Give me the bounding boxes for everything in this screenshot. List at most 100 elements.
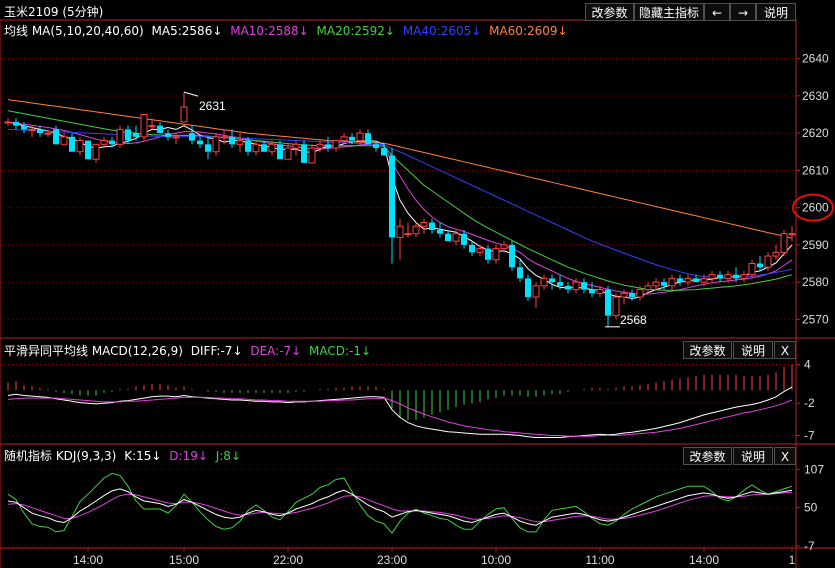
macd-line-DEA (7, 396, 793, 437)
candle-body-75 (605, 289, 611, 316)
chart-title: 玉米2109 (5分钟) (4, 5, 104, 19)
candle-body-3 (28, 128, 36, 131)
kdj-params-button[interactable]: 改参数 (683, 447, 732, 465)
candle-body-22 (180, 106, 188, 123)
candle-body-5 (44, 132, 52, 135)
x-tick-label-2: 22:00 (273, 553, 303, 567)
candle-body-61 (492, 248, 500, 261)
annotation-low: 2568 (620, 313, 647, 327)
j-value: J:8↓ (215, 449, 241, 463)
scroll-left-button[interactable]: ← (704, 3, 730, 21)
x-tick-label-0: 14:00 (73, 553, 103, 567)
y-tick-label-2600: 2600 (802, 201, 829, 215)
candle-body-21 (172, 136, 180, 139)
candle-body-30 (245, 140, 251, 152)
k-value: K:15↓ (124, 449, 162, 463)
kdj-tick-label--7: -7 (804, 539, 815, 553)
candle-body-71 (572, 281, 580, 291)
candle-body-55 (445, 233, 451, 242)
candle-body-78 (629, 293, 635, 298)
change-params-button[interactable]: 改参数 (585, 3, 634, 21)
y-tick-label-2610: 2610 (802, 163, 829, 177)
macd-tick-label-4: 4 (804, 357, 811, 371)
candle-body-98 (788, 233, 796, 236)
kdj-line-K (7, 488, 793, 526)
x-tick-label-5: 11:00 (585, 553, 614, 567)
candle-body-11 (92, 143, 100, 160)
ma5-value: MA5:2586↓ (151, 24, 223, 38)
candle-body-23 (189, 133, 195, 141)
candle-body-84 (677, 278, 683, 283)
candle-body-63 (509, 244, 515, 268)
candle-body-94 (757, 263, 763, 268)
help-button[interactable]: 说明 (756, 3, 796, 21)
candle-body-27 (220, 136, 228, 139)
macd-line-DIFF (7, 386, 793, 438)
x-tick-label-3: 23:00 (377, 553, 407, 567)
candle-body-16 (133, 133, 139, 137)
kdj-close-button[interactable]: X (774, 447, 796, 465)
candle-body-25 (205, 144, 211, 152)
candle-body-19 (157, 125, 163, 134)
candle-body-33 (268, 143, 276, 153)
candle-body-44 (356, 132, 364, 142)
annotation-high: 2631 (199, 99, 226, 113)
candle-body-43 (349, 136, 355, 141)
candle-body-69 (557, 282, 563, 286)
ma20-value: MA20:2592↓ (316, 24, 395, 38)
candle-body-65 (525, 278, 531, 298)
candle-body-32 (261, 144, 267, 152)
y-tick-label-2570: 2570 (802, 312, 829, 326)
candle-body-85 (684, 277, 692, 283)
candle-body-88 (708, 274, 716, 279)
candle-body-26 (212, 136, 220, 153)
candle-body-57 (461, 233, 467, 245)
annotation-high-line (183, 91, 199, 97)
highlight-circle (792, 193, 834, 222)
kdj-help-button[interactable]: 说明 (733, 447, 773, 465)
macd-legend: 平滑异同平均线 MACD(12,26,9) DIFF:-7↓ DEA:-7↓ M… (4, 342, 375, 359)
y-tick-label-2580: 2580 (802, 275, 829, 289)
macd-close-button[interactable]: X (774, 341, 796, 359)
scroll-right-button[interactable]: → (730, 3, 756, 21)
candle-body-83 (668, 277, 676, 287)
candle-body-7 (60, 136, 68, 145)
candle-body-72 (581, 282, 587, 290)
candle-body-59 (476, 248, 484, 253)
candle-body-67 (540, 277, 548, 287)
candle-body-20 (165, 133, 171, 137)
candle-body-86 (693, 278, 699, 283)
candle-body-48 (389, 155, 395, 238)
candle-body-46 (373, 144, 379, 149)
macd-help-button[interactable]: 说明 (733, 341, 773, 359)
kdj-legend-name: 随机指标 KDJ(9,3,3) (4, 449, 117, 463)
y-tick-label-2630: 2630 (802, 89, 829, 103)
candle-body-73 (589, 289, 595, 294)
candle-body-40 (325, 144, 331, 149)
candle-body-62 (500, 244, 508, 250)
candle-body-8 (69, 136, 75, 152)
candle-body-80 (644, 285, 652, 291)
ma40-value: MA40:2605↓ (402, 24, 482, 38)
candle-body-34 (277, 144, 283, 160)
x-tick-label-1: 15:00 (169, 553, 199, 567)
series-line-MA10 (7, 121, 793, 295)
candle-body-92 (740, 274, 748, 279)
macd-params-button[interactable]: 改参数 (683, 341, 732, 359)
macd-tick-label--7: -7 (804, 429, 815, 443)
candle-body-90 (724, 274, 732, 279)
candle-body-35 (284, 147, 292, 160)
diff-value: DIFF:-7↓ (190, 344, 243, 358)
kdj-line-J (7, 472, 793, 535)
candle-body-12 (100, 140, 108, 145)
kdj-legend: 随机指标 KDJ(9,3,3) K:15↓ D:19↓ J:8↓ (4, 447, 245, 464)
candle-body-87 (700, 277, 708, 283)
candle-body-28 (229, 136, 235, 145)
candle-body-13 (109, 140, 115, 145)
candle-body-42 (340, 136, 348, 142)
candle-body-97 (780, 233, 788, 253)
candle-body-76 (612, 296, 620, 317)
hide-main-indicator-button[interactable]: 隐藏主指标 (634, 3, 704, 21)
macd-tick-label--2: -2 (804, 396, 815, 410)
